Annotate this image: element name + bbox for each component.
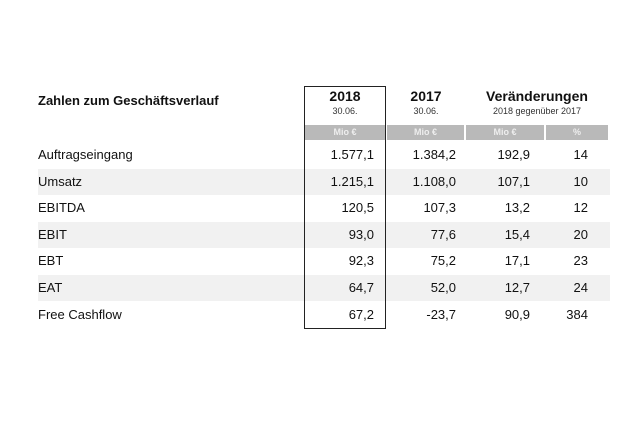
value-pct: 384 xyxy=(566,306,588,322)
value-2017: -23,7 xyxy=(426,306,456,322)
value-diff: 17,1 xyxy=(504,253,530,269)
unit-2018: Mio € xyxy=(305,125,385,140)
row-label: EAT xyxy=(38,280,63,295)
row-label: EBITDA xyxy=(38,200,85,216)
column-header-changes: Veränderungen 2018 gegenüber 2017 xyxy=(466,88,608,116)
table-title: Zahlen zum Geschäftsverlauf xyxy=(38,93,219,108)
unit-2017: Mio € xyxy=(387,125,464,140)
value-diff: 13,2 xyxy=(504,200,530,216)
value-diff: 15,4 xyxy=(504,226,530,242)
row-label: Umsatz xyxy=(38,173,83,189)
unit-diff: Mio € xyxy=(466,125,544,140)
highlight-box-2018 xyxy=(304,86,386,329)
value-2017: 75,2 xyxy=(430,253,456,269)
value-2018: 120,5 xyxy=(341,200,374,216)
row-label: EBIT xyxy=(38,226,67,242)
column-header-2018: 2018 30.06. xyxy=(304,88,386,116)
table-row: Umsatz 1.215,1 1.108,0 107,1 10 xyxy=(38,168,610,195)
value-diff: 192,9 xyxy=(497,147,530,162)
value-pct: 20 xyxy=(573,226,588,242)
date: 30.06. xyxy=(332,106,358,116)
value-2017: 52,0 xyxy=(430,280,456,295)
row-label: Auftragseingang xyxy=(38,147,133,162)
value-pct: 14 xyxy=(573,147,588,162)
value-2018: 1.215,1 xyxy=(330,173,374,189)
table-row: EBITDA 120,5 107,3 13,2 12 xyxy=(38,195,610,221)
changes-title: Veränderungen xyxy=(486,88,588,104)
value-diff: 90,9 xyxy=(504,306,530,322)
table-row: EBT 92,3 75,2 17,1 23 xyxy=(38,248,610,274)
value-pct: 10 xyxy=(573,173,588,189)
table-row: EAT 64,7 52,0 12,7 24 xyxy=(38,275,610,301)
value-2018: 64,7 xyxy=(348,280,374,295)
table-row: EBIT 93,0 77,6 15,4 20 xyxy=(38,221,610,248)
value-diff: 12,7 xyxy=(504,280,530,295)
value-2017: 107,3 xyxy=(423,200,456,216)
value-2017: 77,6 xyxy=(430,226,456,242)
value-pct: 12 xyxy=(573,200,588,216)
column-header-2017: 2017 30.06. xyxy=(385,88,467,116)
value-pct: 24 xyxy=(573,280,588,295)
value-pct: 23 xyxy=(573,253,588,269)
year: 2018 xyxy=(329,88,361,104)
table-row: Free Cashflow 67,2 -23,7 90,9 384 xyxy=(38,302,610,328)
value-2018: 92,3 xyxy=(348,253,374,269)
value-2017: 1.108,0 xyxy=(412,173,456,189)
unit-pct: % xyxy=(546,125,608,140)
row-label: Free Cashflow xyxy=(38,306,122,322)
row-label: EBT xyxy=(38,253,64,269)
value-2018: 93,0 xyxy=(348,226,374,242)
table-row: Auftragseingang 1.577,1 1.384,2 192,9 14 xyxy=(38,142,610,168)
changes-subtitle: 2018 gegenüber 2017 xyxy=(492,106,582,116)
value-2017: 1.384,2 xyxy=(412,147,456,162)
year: 2017 xyxy=(410,88,442,104)
value-diff: 107,1 xyxy=(497,173,530,189)
value-2018: 67,2 xyxy=(348,306,374,322)
date: 30.06. xyxy=(413,106,439,116)
value-2018: 1.577,1 xyxy=(330,147,374,162)
